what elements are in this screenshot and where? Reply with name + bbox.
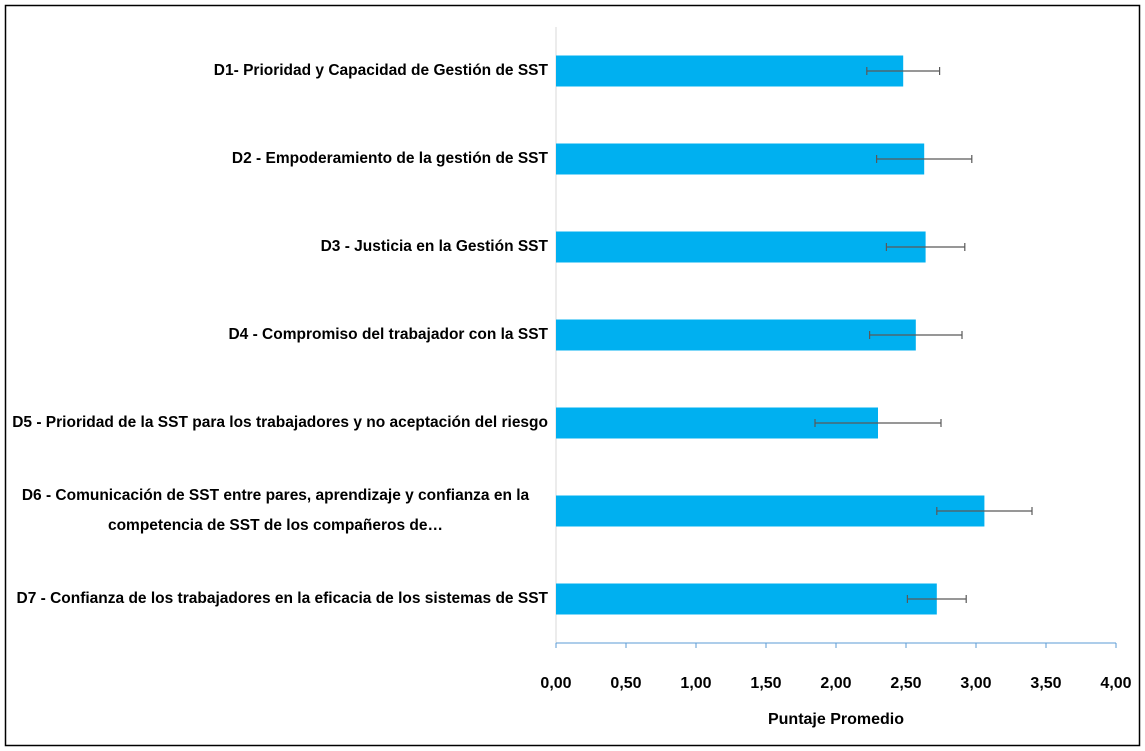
error-bar [875, 155, 973, 163]
y-tick-label: D2 - Empoderamiento de la gestión de SST [231, 150, 548, 167]
x-tick-label: 2,00 [820, 675, 851, 692]
frame [4, 4, 1141, 747]
x-tick-label: 2,50 [890, 675, 921, 692]
x-tick-label: 0,00 [540, 675, 571, 692]
x-tick-label: 1,50 [750, 675, 781, 692]
error-bar [885, 243, 966, 251]
y-tick-label: D4 - Compromiso del trabajador con la SS… [228, 326, 548, 343]
error-bar [906, 595, 967, 603]
category-label-box: D2 - Empoderamiento de la gestión de SST [3, 144, 548, 174]
y-tick-label: D7 - Confianza de los trabajadores en la… [16, 590, 549, 607]
bar [556, 583, 937, 615]
y-tick-label: D5 - Prioridad de la SST para los trabaj… [12, 414, 548, 431]
error-bar [814, 419, 942, 427]
bar [556, 143, 925, 175]
category-label-box: D6 - Comunicación de SST entre pares, ap… [3, 481, 548, 541]
x-tick-label: 1,00 [680, 675, 711, 692]
category-label-box: D7 - Confianza de los trabajadores en la… [3, 584, 549, 614]
error-bar [866, 67, 941, 75]
x-tick-label: 3,50 [1030, 675, 1061, 692]
category-label-box: D5 - Prioridad de la SST para los trabaj… [3, 408, 548, 438]
bar [556, 319, 916, 351]
x-tick-label: 0,50 [610, 675, 641, 692]
y-tick-label: D3 - Justicia en la Gestión SST [320, 238, 548, 255]
bar [556, 495, 985, 527]
x-tick-label: 3,00 [960, 675, 991, 692]
error-bar [936, 507, 1033, 515]
error-bar [868, 331, 963, 339]
bar [556, 231, 926, 263]
category-label-box: D1- Prioridad y Capacidad de Gestión de … [3, 56, 548, 86]
y-tick-label: D1- Prioridad y Capacidad de Gestión de … [213, 62, 548, 79]
category-label-box: D3 - Justicia en la Gestión SST [3, 232, 548, 262]
x-tick-label: 4,00 [1100, 675, 1131, 692]
y-tick-label: D6 - Comunicación de SST entre pares, ap… [21, 487, 530, 534]
category-label-box: D4 - Compromiso del trabajador con la SS… [3, 320, 548, 350]
bar [556, 55, 904, 87]
x-axis-title: Puntaje Promedio [768, 711, 904, 728]
